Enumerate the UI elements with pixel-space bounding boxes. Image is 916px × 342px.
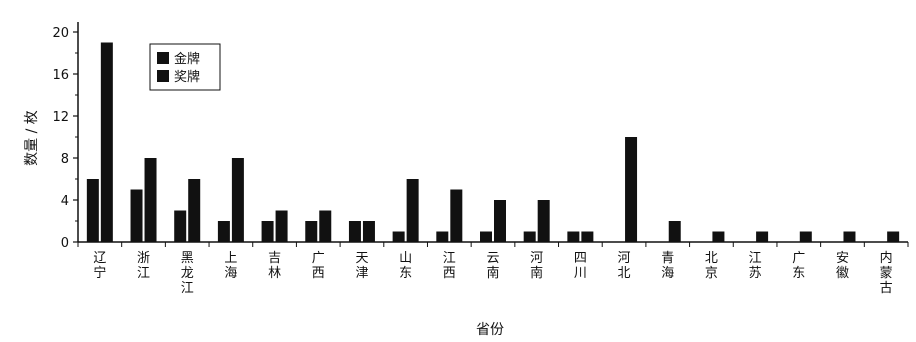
bar-medal-18 — [887, 231, 900, 242]
bar-gold-2 — [174, 210, 187, 242]
x-category-label: 江苏 — [749, 251, 762, 281]
x-category-label: 广东 — [792, 251, 805, 281]
bar-medal-8 — [450, 189, 463, 242]
bar-medal-11 — [581, 231, 594, 242]
bar-gold-10 — [523, 231, 536, 242]
x-category-label: 广西 — [312, 251, 325, 281]
bar-gold-3 — [217, 221, 230, 242]
y-tick-label: 12 — [52, 110, 69, 125]
x-category-label: 四川 — [574, 251, 587, 281]
legend-swatch-gold — [157, 52, 169, 64]
bar-medal-1 — [144, 158, 157, 242]
legend-label-medal: 奖牌 — [174, 69, 200, 85]
x-category-label: 黑龙江 — [181, 251, 194, 296]
legend-swatch-medal — [157, 70, 169, 82]
bar-medal-16 — [799, 231, 812, 242]
bar-medal-2 — [188, 179, 201, 242]
x-category-label: 江西 — [443, 251, 456, 281]
bar-gold-6 — [348, 221, 361, 242]
chart-bars — [86, 42, 900, 242]
x-category-label: 内蒙古 — [880, 250, 893, 296]
chart-axes — [73, 22, 909, 247]
x-category-label: 山东 — [399, 251, 412, 281]
legend: 金牌 奖牌 — [149, 43, 221, 91]
bar-medal-14 — [712, 231, 725, 242]
x-category-label: 河北 — [618, 251, 631, 281]
bar-medal-13 — [668, 221, 681, 242]
bar-medal-6 — [362, 221, 375, 242]
bar-medal-5 — [319, 210, 332, 242]
bar-medal-3 — [231, 158, 244, 242]
bar-medal-15 — [756, 231, 769, 242]
x-axis-title: 省份 — [476, 322, 504, 338]
bar-medal-9 — [494, 200, 506, 242]
legend-box — [149, 43, 221, 91]
y-axis-title: 数量 / 枚 — [24, 110, 40, 166]
bar-medal-12 — [625, 137, 638, 242]
x-category-label: 上海 — [224, 251, 237, 281]
bar-gold-1 — [130, 189, 143, 242]
y-tick-label: 8 — [61, 152, 69, 167]
x-category-label: 安徽 — [836, 251, 849, 281]
x-category-label: 辽宁 — [93, 251, 106, 281]
bar-gold-4 — [261, 221, 274, 242]
bar-medal-7 — [406, 179, 419, 242]
bar-medal-4 — [275, 210, 288, 242]
bar-gold-9 — [480, 231, 492, 242]
bar-medal-10 — [537, 200, 550, 242]
bar-gold-7 — [392, 231, 405, 242]
x-category-label: 天津 — [355, 251, 368, 281]
bar-gold-8 — [436, 231, 449, 242]
x-category-label: 河南 — [530, 251, 543, 281]
y-tick-label: 0 — [61, 236, 69, 251]
y-tick-label: 4 — [61, 194, 69, 209]
x-category-label: 北京 — [705, 251, 718, 281]
y-tick-label: 16 — [52, 68, 69, 83]
legend-label-gold: 金牌 — [174, 51, 200, 67]
bar-medal-0 — [100, 42, 113, 242]
x-category-label: 云南 — [486, 251, 499, 281]
bar-medal-17 — [843, 231, 856, 242]
bar-gold-11 — [567, 231, 580, 242]
bar-gold-0 — [86, 179, 99, 242]
x-category-label: 吉林 — [268, 251, 281, 281]
x-category-label: 青海 — [661, 251, 674, 281]
bar-gold-5 — [305, 221, 318, 242]
x-category-label: 浙江 — [137, 251, 150, 281]
y-tick-label: 20 — [52, 26, 69, 41]
